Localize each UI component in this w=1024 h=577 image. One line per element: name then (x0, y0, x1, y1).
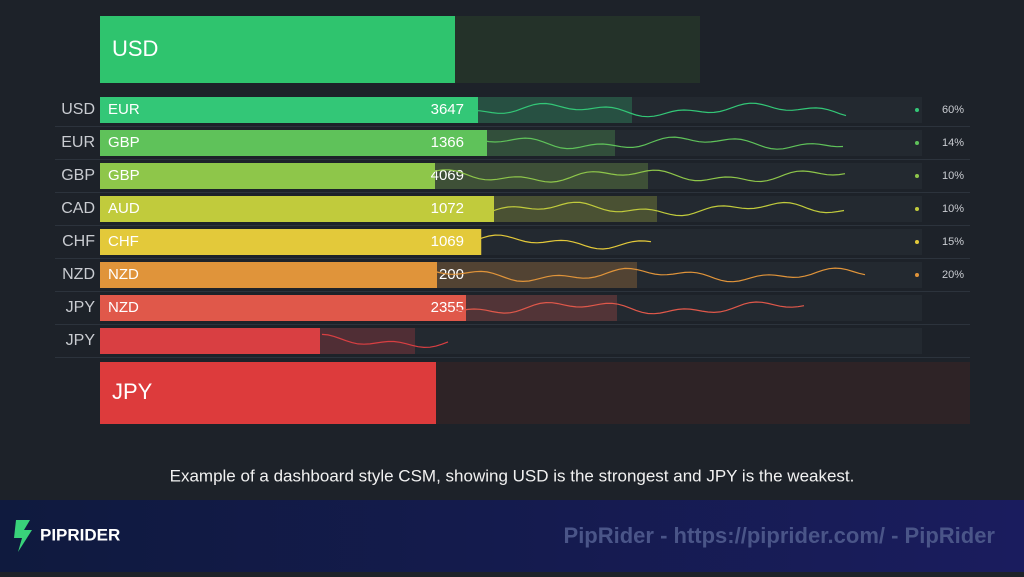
sparkline (483, 201, 845, 217)
currency-label: JPY (66, 299, 96, 316)
sparkline (470, 234, 652, 250)
percent-label: 20% (942, 269, 964, 281)
value-label: 1069 (431, 233, 464, 250)
top-bar (100, 16, 455, 83)
currency-label: GBP (61, 167, 95, 184)
value-label: 3647 (431, 101, 464, 118)
pair-label: GBP (108, 134, 140, 151)
pair-label: AUD (108, 200, 140, 217)
currency-label: EUR (61, 134, 95, 151)
percent-label: 15% (942, 236, 964, 248)
sparkline-dot (915, 108, 919, 112)
watermark: PipRider - https://piprider.com/ - PipRi… (564, 523, 996, 548)
currency-label: CHF (62, 233, 95, 250)
sparkline (476, 136, 844, 150)
bottom-label: JPY (112, 379, 153, 404)
row-bar (100, 196, 494, 222)
sparkline (467, 102, 847, 118)
sparkline (426, 267, 866, 283)
pair-label: EUR (108, 101, 140, 118)
row-bar (100, 295, 466, 321)
sparkline (321, 333, 449, 349)
currency-label: CAD (61, 200, 95, 217)
percent-label: 10% (942, 170, 964, 182)
row-bar (100, 130, 487, 156)
top-label: USD (112, 36, 158, 61)
currency-label: USD (61, 101, 95, 118)
row-bar (100, 163, 435, 189)
sparkline-dot (915, 207, 919, 211)
currency-label: JPY (66, 332, 96, 349)
pair-label: NZD (108, 299, 139, 316)
sparkline-dot (915, 141, 919, 145)
percent-label: 14% (942, 137, 964, 149)
bottom-bar (100, 362, 436, 424)
row-bar (100, 97, 478, 123)
percent-label: 10% (942, 203, 964, 215)
caption: Example of a dashboard style CSM, showin… (170, 466, 855, 485)
row-bar (100, 229, 481, 255)
footer (0, 500, 1024, 572)
sparkline (455, 301, 805, 315)
sparkline (424, 169, 846, 183)
sparkline-dot (915, 240, 919, 244)
pair-label: GBP (108, 167, 140, 184)
row-bar (100, 328, 320, 354)
value-label: 1366 (431, 134, 464, 151)
logo (14, 520, 32, 552)
percent-label: 60% (942, 104, 964, 116)
rows: USD EUR 3647 60%EUR GBP 1366 14%GBP GBP 4069 10%C… (55, 97, 970, 358)
pair-label: CHF (108, 233, 139, 250)
brand: PIPRIDER (40, 525, 120, 544)
row-bar (100, 262, 437, 288)
pair-label: NZD (108, 266, 139, 283)
sparkline-dot (915, 174, 919, 178)
value-label: 1072 (431, 200, 464, 217)
value-label: 2355 (431, 299, 464, 316)
sparkline-dot (915, 273, 919, 277)
currency-label: NZD (62, 266, 95, 283)
